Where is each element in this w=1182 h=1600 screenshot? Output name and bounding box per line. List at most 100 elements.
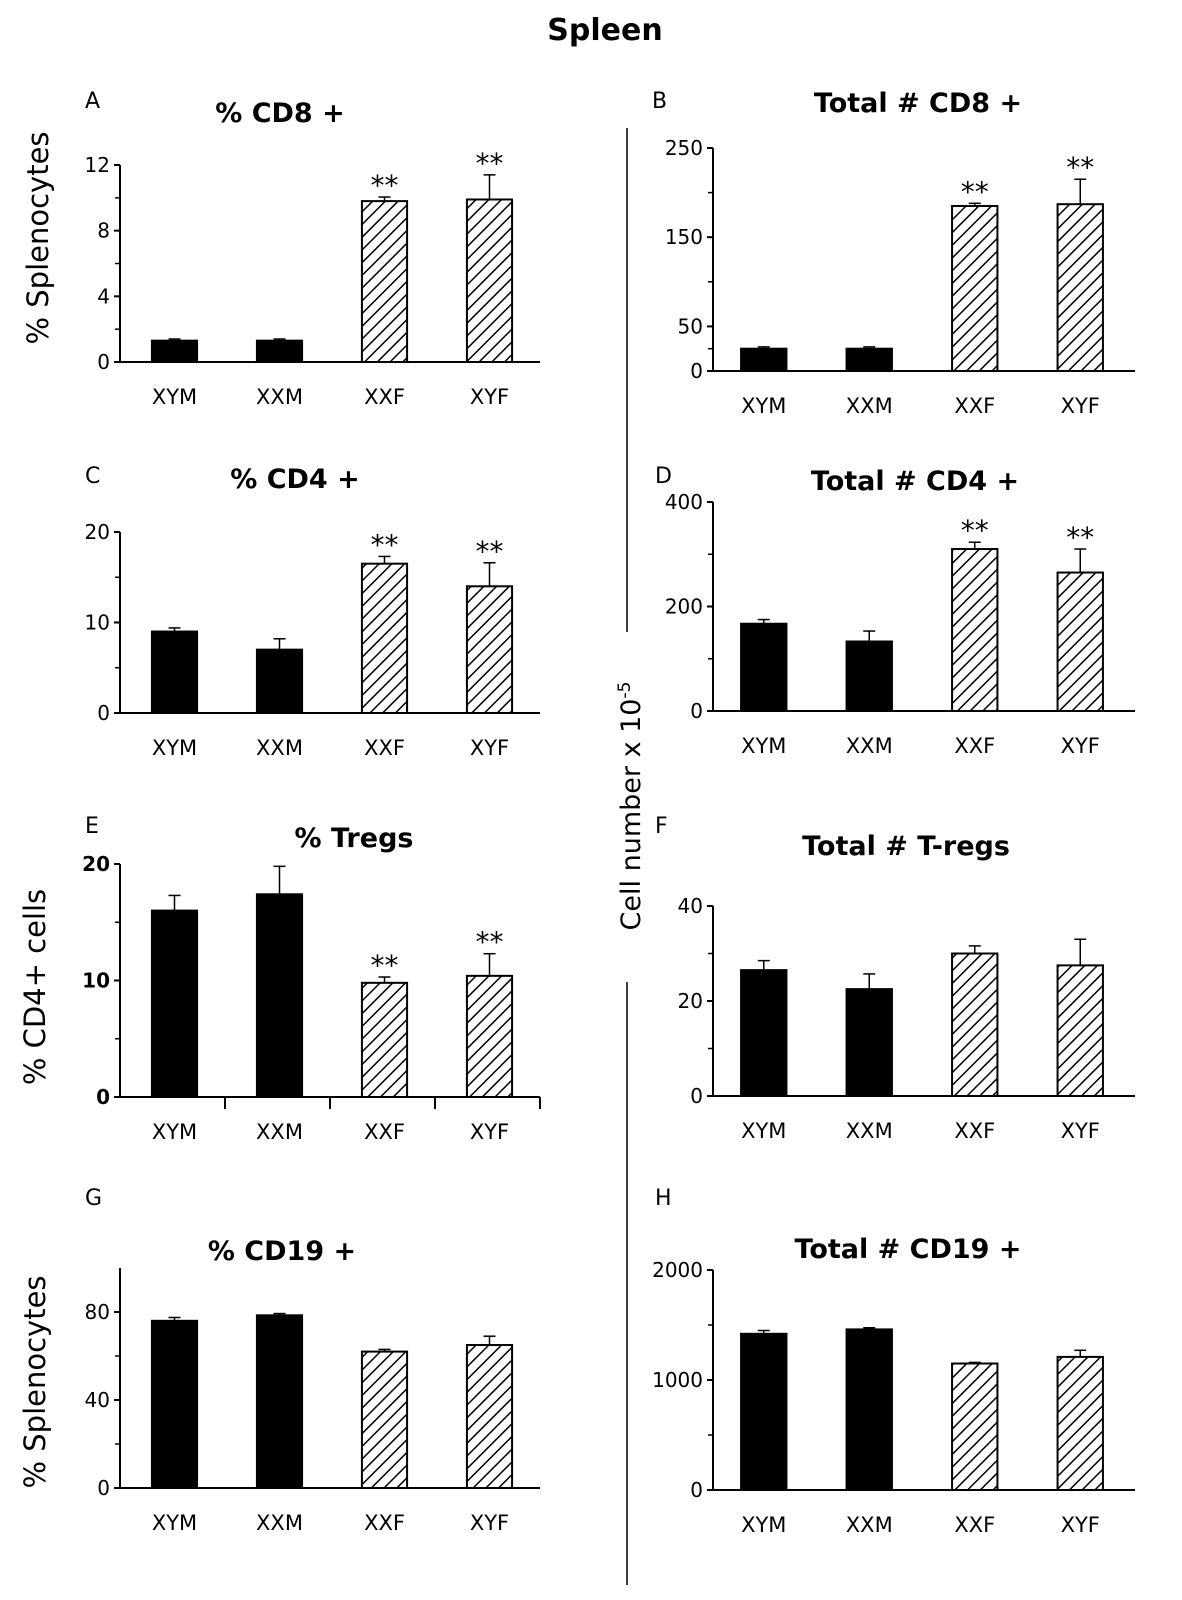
panel-h-ytick-label: 0 <box>690 1478 703 1502</box>
panel-b-ytick-label: 0 <box>690 359 703 383</box>
panel-g-xtick-label: XXF <box>364 1511 405 1535</box>
panel-a-bar-xxf <box>360 200 409 363</box>
panel-c-bar-xym <box>150 630 199 714</box>
panel-e-bar-xxm <box>255 893 304 1098</box>
panel-e-letter: E <box>85 814 99 839</box>
panel-b-ytick-label: 250 <box>665 136 703 160</box>
panel-h-xtick-label: XYM <box>741 1513 786 1537</box>
panel-e-xtick-label: XYF <box>470 1120 509 1144</box>
panel-d-bar-xym <box>740 622 788 712</box>
panel-c-bar-xyf <box>465 585 514 714</box>
right-ylabel-text: Cell number x 10 <box>616 699 647 931</box>
panel-e-bar-xyf <box>465 974 514 1099</box>
panel-e-significance-xxf: ** <box>371 949 399 982</box>
panel-d-xtick-label: XXM <box>846 734 893 758</box>
panel-h-xtick-label: XXF <box>954 1513 995 1537</box>
panel-d-xtick-label: XYM <box>741 734 786 758</box>
panel-e-ytick-label: 20 <box>82 852 110 876</box>
panel-b-xtick-label: XXF <box>954 394 995 418</box>
panel-e-significance-xyf: ** <box>476 926 504 959</box>
panel-f-bar-xyf <box>1056 964 1104 1097</box>
panel-g-xtick-label: XYF <box>470 1511 509 1535</box>
panel-f-bar-xxf <box>951 952 999 1097</box>
panel-a-xtick-label: XYM <box>152 385 197 409</box>
panel-f-xtick-label: XYM <box>741 1119 786 1143</box>
panel-h-title: Total # CD19 + <box>794 1234 1021 1265</box>
panel-h-bar-xxm <box>845 1328 893 1492</box>
panel-d-letter: D <box>655 464 672 489</box>
panel-c-ytick-label: 0 <box>97 701 110 725</box>
panel-b-bar-xxf <box>951 204 999 372</box>
panel-a-bar-xym <box>150 339 199 363</box>
panel-g-bar-xxf <box>360 1350 409 1489</box>
panel-g: % CD19 + G % Splenocytes 0 40 80 XYM XXM XXF XYF <box>18 1186 540 1535</box>
panel-e-ylabel: % CD4+ cells <box>18 889 52 1085</box>
panel-a-xtick-label: XXF <box>364 385 405 409</box>
panel-f-title: Total # T-regs <box>802 831 1010 862</box>
panels-group: % CD8 + A % Splenocytes 0 4 8 12 XYM XXM ** XXF ** X… <box>18 88 1135 1537</box>
panel-c-title: % CD4 + <box>230 464 360 495</box>
panel-c-xtick-label: XXM <box>256 736 303 760</box>
panel-a-ytick-label: 0 <box>97 350 110 374</box>
panel-h-letter: H <box>655 1186 672 1211</box>
panel-g-bar-xym <box>150 1319 199 1490</box>
panel-b-xtick-label: XYM <box>741 394 786 418</box>
panel-d-ytick-label: 200 <box>665 595 703 619</box>
panel-b: Total # CD8 + B 0 50 150 250 XYM XXM ** XXF ** XYF <box>652 88 1135 418</box>
panel-f-ytick-label: 0 <box>690 1084 703 1108</box>
panel-h-xtick-label: XXM <box>846 1513 893 1537</box>
panel-d-xtick-label: XXF <box>954 734 995 758</box>
panel-f-xtick-label: XXF <box>954 1119 995 1143</box>
panel-d-significance-xyf: ** <box>1066 521 1094 554</box>
panel-g-ytick-label: 80 <box>85 1300 110 1324</box>
panel-g-ytick-label: 0 <box>97 1476 110 1500</box>
panel-a-ytick-label: 8 <box>97 219 110 243</box>
panel-h-xtick-label: XYF <box>1061 1513 1100 1537</box>
panel-h-bar-xyf <box>1056 1355 1104 1492</box>
panel-b-bar-xyf <box>1056 203 1104 372</box>
panel-e: % Tregs E % CD4+ cells 0 10 20 XYM XXM ** XXF ** XY… <box>18 814 541 1144</box>
panel-a-xtick-label: XYF <box>470 385 509 409</box>
panel-c-bar-xxf <box>360 562 409 714</box>
panel-f-ytick-label: 40 <box>678 894 703 918</box>
panel-g-letter: G <box>85 1186 102 1211</box>
panel-c: % CD4 + C 0 10 20 XYM XXM ** XXF ** XYF <box>85 464 540 760</box>
panel-e-bar-xxf <box>360 981 409 1099</box>
panel-c-ytick-label: 10 <box>85 611 110 635</box>
panel-c-significance-xxf: ** <box>371 528 399 561</box>
panel-b-title: Total # CD8 + <box>814 88 1022 119</box>
panel-f-bar-xxm <box>845 988 893 1097</box>
panel-a-letter: A <box>85 89 100 114</box>
panel-c-xtick-label: XXF <box>364 736 405 760</box>
panel-c-bar-xxm <box>255 648 304 715</box>
panel-f-ytick-label: 20 <box>678 989 703 1013</box>
panel-a-bar-xxm <box>255 339 304 363</box>
panel-d-ytick-label: 400 <box>665 490 703 514</box>
panel-g-ylabel: % Splenocytes <box>18 1275 52 1488</box>
panel-d-bar-xyf <box>1056 571 1104 712</box>
panel-a-significance-xxf: ** <box>371 169 399 202</box>
panel-h: Total # CD19 + H 0 1000 2000 XYM XXM XXF XYF <box>652 1186 1135 1537</box>
panel-a-ytick-label: 4 <box>97 284 110 308</box>
panel-c-ytick-label: 20 <box>85 520 110 544</box>
panel-e-ytick-label: 0 <box>96 1085 110 1109</box>
panel-f: Total # T-regs F 0 20 40 XYM XXM XXF XYF <box>655 814 1135 1143</box>
panel-d: Total # CD4 + D 0 200 400 XYM XXM ** XXF ** XYF <box>655 464 1135 758</box>
figure-title: Spleen <box>547 13 662 48</box>
panel-e-xtick-label: XXF <box>364 1120 405 1144</box>
panel-b-bar-xxm <box>845 347 893 373</box>
panel-e-ytick-label: 10 <box>82 969 110 993</box>
panel-c-xtick-label: XYF <box>470 736 509 760</box>
panel-a-title: % CD8 + <box>215 98 345 129</box>
panel-a: % CD8 + A % Splenocytes 0 4 8 12 XYM XXM ** XXF ** X… <box>21 89 540 409</box>
panel-h-bar-xxf <box>951 1362 999 1491</box>
panel-g-title: % CD19 + <box>208 1236 356 1267</box>
panel-f-letter: F <box>655 814 668 839</box>
panel-a-ytick-label: 12 <box>85 153 110 177</box>
panel-b-significance-xxf: ** <box>961 175 989 208</box>
panel-f-bar-xym <box>740 969 788 1097</box>
panel-e-xtick-label: XXM <box>256 1120 303 1144</box>
panel-a-ylabel: % Splenocytes <box>21 131 55 344</box>
panel-b-ytick-label: 150 <box>665 225 703 249</box>
